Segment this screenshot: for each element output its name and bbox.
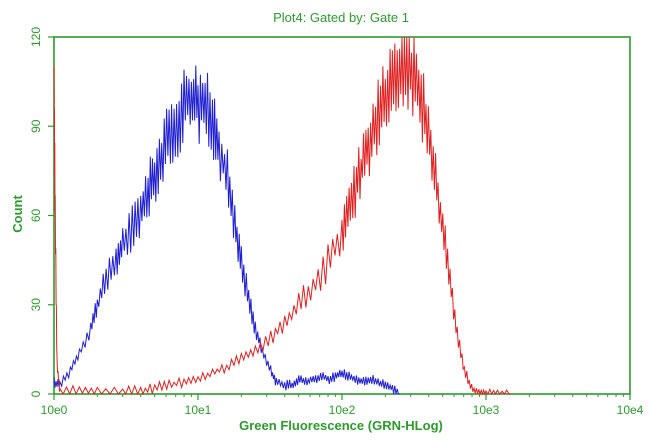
y-tick-label: 30 <box>29 298 43 312</box>
x-axis-label: Green Fluorescence (GRN-HLog) <box>239 418 443 433</box>
y-tick-labels: 0 30 60 90 120 <box>29 27 43 398</box>
x-tick-label: 10e0 <box>41 403 68 417</box>
series-layer <box>53 36 512 396</box>
x-tick-labels: 10e0 10e1 10e2 10e3 10e4 <box>41 403 644 417</box>
axis-ticks <box>48 36 631 400</box>
y-tick-label: 120 <box>29 27 43 47</box>
y-tick-label: 0 <box>29 390 43 397</box>
chart-title: Plot4: Gated by: Gate 1 <box>273 10 409 25</box>
x-tick-label: 10e2 <box>329 403 356 417</box>
x-tick-label: 10e4 <box>617 403 644 417</box>
series-line-red <box>53 36 512 396</box>
x-tick-label: 10e3 <box>473 403 500 417</box>
x-tick-label: 10e1 <box>185 403 212 417</box>
y-tick-label: 60 <box>29 209 43 223</box>
series-line-blue <box>53 65 400 395</box>
y-axis-label: Count <box>10 195 25 233</box>
y-tick-label: 90 <box>29 119 43 133</box>
